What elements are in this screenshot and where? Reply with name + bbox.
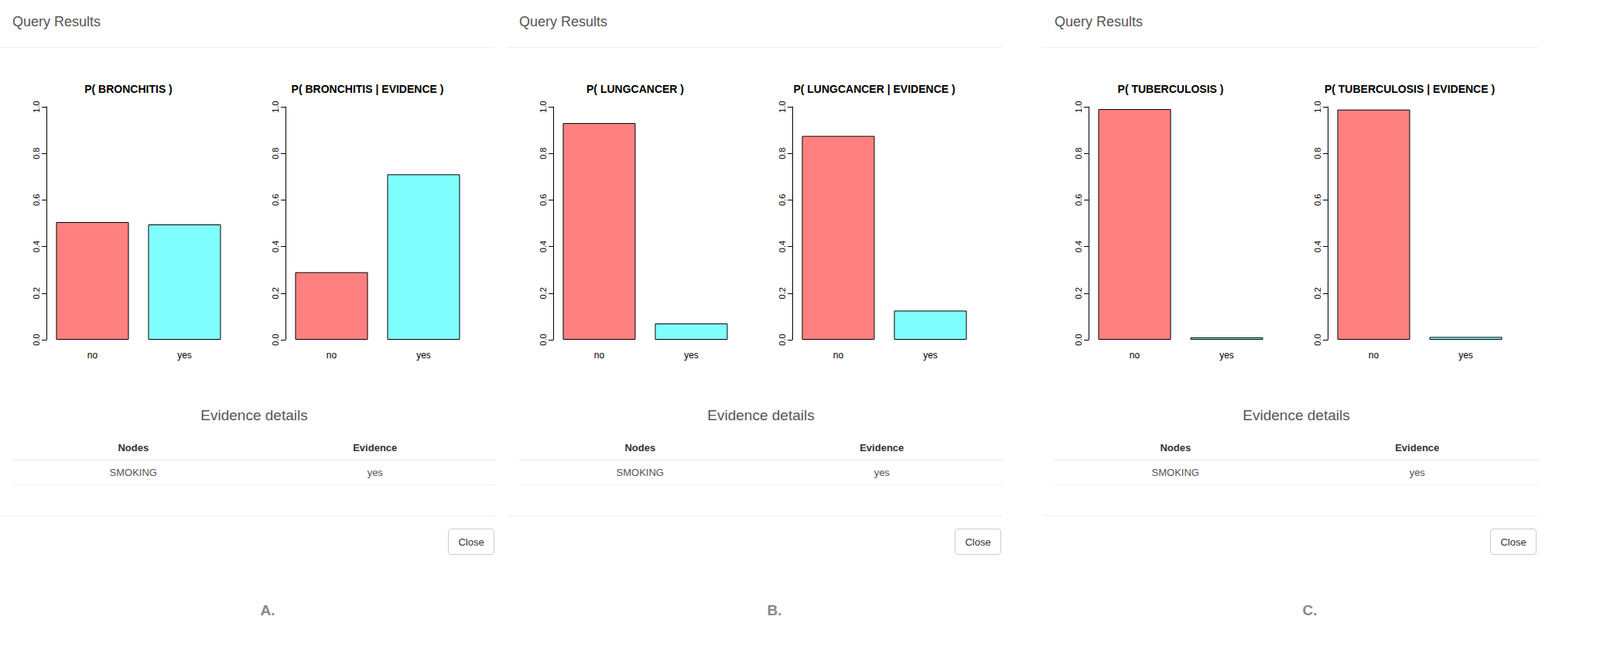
svg-text:0.8: 0.8 xyxy=(1312,147,1323,160)
svg-text:0.4: 0.4 xyxy=(1312,240,1323,253)
svg-text:P( BRONCHITIS | EVIDENCE ): P( BRONCHITIS | EVIDENCE ) xyxy=(291,82,445,96)
svg-text:0.0: 0.0 xyxy=(777,333,787,346)
svg-text:0.8: 0.8 xyxy=(777,147,787,160)
svg-text:yes: yes xyxy=(923,349,938,361)
svg-text:no: no xyxy=(833,349,845,361)
svg-text:yes: yes xyxy=(177,349,192,361)
html-text:Evidence: Evidence xyxy=(1395,441,1440,454)
html-text:Close: Close xyxy=(458,536,485,548)
svg-text:no: no xyxy=(1368,349,1380,361)
svg-text:P( BRONCHITIS ): P( BRONCHITIS ) xyxy=(84,82,173,96)
html-text:Query Results: Query Results xyxy=(1054,13,1143,30)
html-text:yes: yes xyxy=(1409,466,1426,479)
svg-text:0.8: 0.8 xyxy=(1073,147,1084,160)
svg-text:1.0: 1.0 xyxy=(1312,100,1323,113)
svg-text:0.6: 0.6 xyxy=(777,194,787,206)
svg-text:0.4: 0.4 xyxy=(1073,240,1084,253)
html-text:Close: Close xyxy=(1500,536,1527,548)
svg-text:0.6: 0.6 xyxy=(1073,194,1084,206)
html-text:SMOKING: SMOKING xyxy=(616,466,664,479)
svg-text:0.0: 0.0 xyxy=(31,333,42,346)
svg-text:0.8: 0.8 xyxy=(538,147,548,160)
svg-text:no: no xyxy=(87,349,99,361)
svg-text:yes: yes xyxy=(1458,349,1474,361)
html-text:Evidence: Evidence xyxy=(859,441,904,454)
svg-text:0.0: 0.0 xyxy=(538,333,548,346)
svg-text:P( LUNGCANCER ): P( LUNGCANCER ) xyxy=(586,82,684,96)
svg-text:0.2: 0.2 xyxy=(1073,287,1084,299)
html-text:yes: yes xyxy=(367,466,383,479)
svg-text:1.0: 1.0 xyxy=(777,100,787,113)
html-text:C.: C. xyxy=(1302,601,1318,619)
svg-text:0.6: 0.6 xyxy=(1312,194,1323,206)
svg-text:yes: yes xyxy=(1219,349,1235,361)
html-text:Evidence details: Evidence details xyxy=(707,406,815,424)
html-text:Nodes: Nodes xyxy=(1160,441,1191,454)
svg-text:0.2: 0.2 xyxy=(1312,287,1323,299)
svg-text:0.4: 0.4 xyxy=(31,240,42,253)
html-text:Evidence details: Evidence details xyxy=(1242,406,1350,424)
html-text:SMOKING: SMOKING xyxy=(109,466,158,479)
html-text:Close: Close xyxy=(965,536,991,548)
svg-text:0.2: 0.2 xyxy=(538,287,548,299)
svg-text:1.0: 1.0 xyxy=(31,100,42,113)
svg-text:P( LUNGCANCER | EVIDENCE ): P( LUNGCANCER | EVIDENCE ) xyxy=(793,82,955,96)
svg-text:0.2: 0.2 xyxy=(270,287,281,299)
svg-text:yes: yes xyxy=(683,349,699,361)
svg-text:0.6: 0.6 xyxy=(31,194,42,206)
html-text:Query Results: Query Results xyxy=(12,13,101,30)
html-text:B.: B. xyxy=(767,601,782,619)
svg-text:no: no xyxy=(1129,349,1141,361)
html-text:A.: A. xyxy=(260,601,276,619)
svg-text:0.4: 0.4 xyxy=(270,240,281,253)
html-text:Evidence: Evidence xyxy=(352,441,398,454)
svg-text:0.6: 0.6 xyxy=(538,194,548,206)
html-text:yes: yes xyxy=(873,466,890,479)
svg-text:no: no xyxy=(326,349,338,361)
svg-text:0.8: 0.8 xyxy=(270,147,281,160)
svg-text:yes: yes xyxy=(416,349,431,361)
svg-text:P( TUBERCULOSIS ): P( TUBERCULOSIS ) xyxy=(1117,82,1224,96)
svg-text:P( TUBERCULOSIS | EVIDENCE ): P( TUBERCULOSIS | EVIDENCE ) xyxy=(1324,82,1495,96)
html-text:SMOKING: SMOKING xyxy=(1151,466,1200,479)
svg-text:0.2: 0.2 xyxy=(777,287,787,299)
svg-text:1.0: 1.0 xyxy=(270,100,281,113)
svg-text:0.0: 0.0 xyxy=(270,333,281,346)
svg-text:1.0: 1.0 xyxy=(1073,100,1084,113)
svg-text:0.4: 0.4 xyxy=(777,240,787,253)
html-text:Query Results: Query Results xyxy=(519,13,608,30)
svg-text:0.4: 0.4 xyxy=(538,240,548,253)
svg-text:0.0: 0.0 xyxy=(1073,333,1084,346)
html-text:Evidence details: Evidence details xyxy=(200,406,308,424)
svg-text:0.6: 0.6 xyxy=(270,194,281,206)
svg-text:no: no xyxy=(594,349,606,361)
svg-text:0.0: 0.0 xyxy=(1312,333,1323,346)
svg-text:0.2: 0.2 xyxy=(31,287,42,299)
svg-text:1.0: 1.0 xyxy=(538,100,548,113)
html-text:Nodes: Nodes xyxy=(117,441,149,454)
svg-text:0.8: 0.8 xyxy=(31,147,42,160)
html-text:Nodes: Nodes xyxy=(624,441,656,454)
